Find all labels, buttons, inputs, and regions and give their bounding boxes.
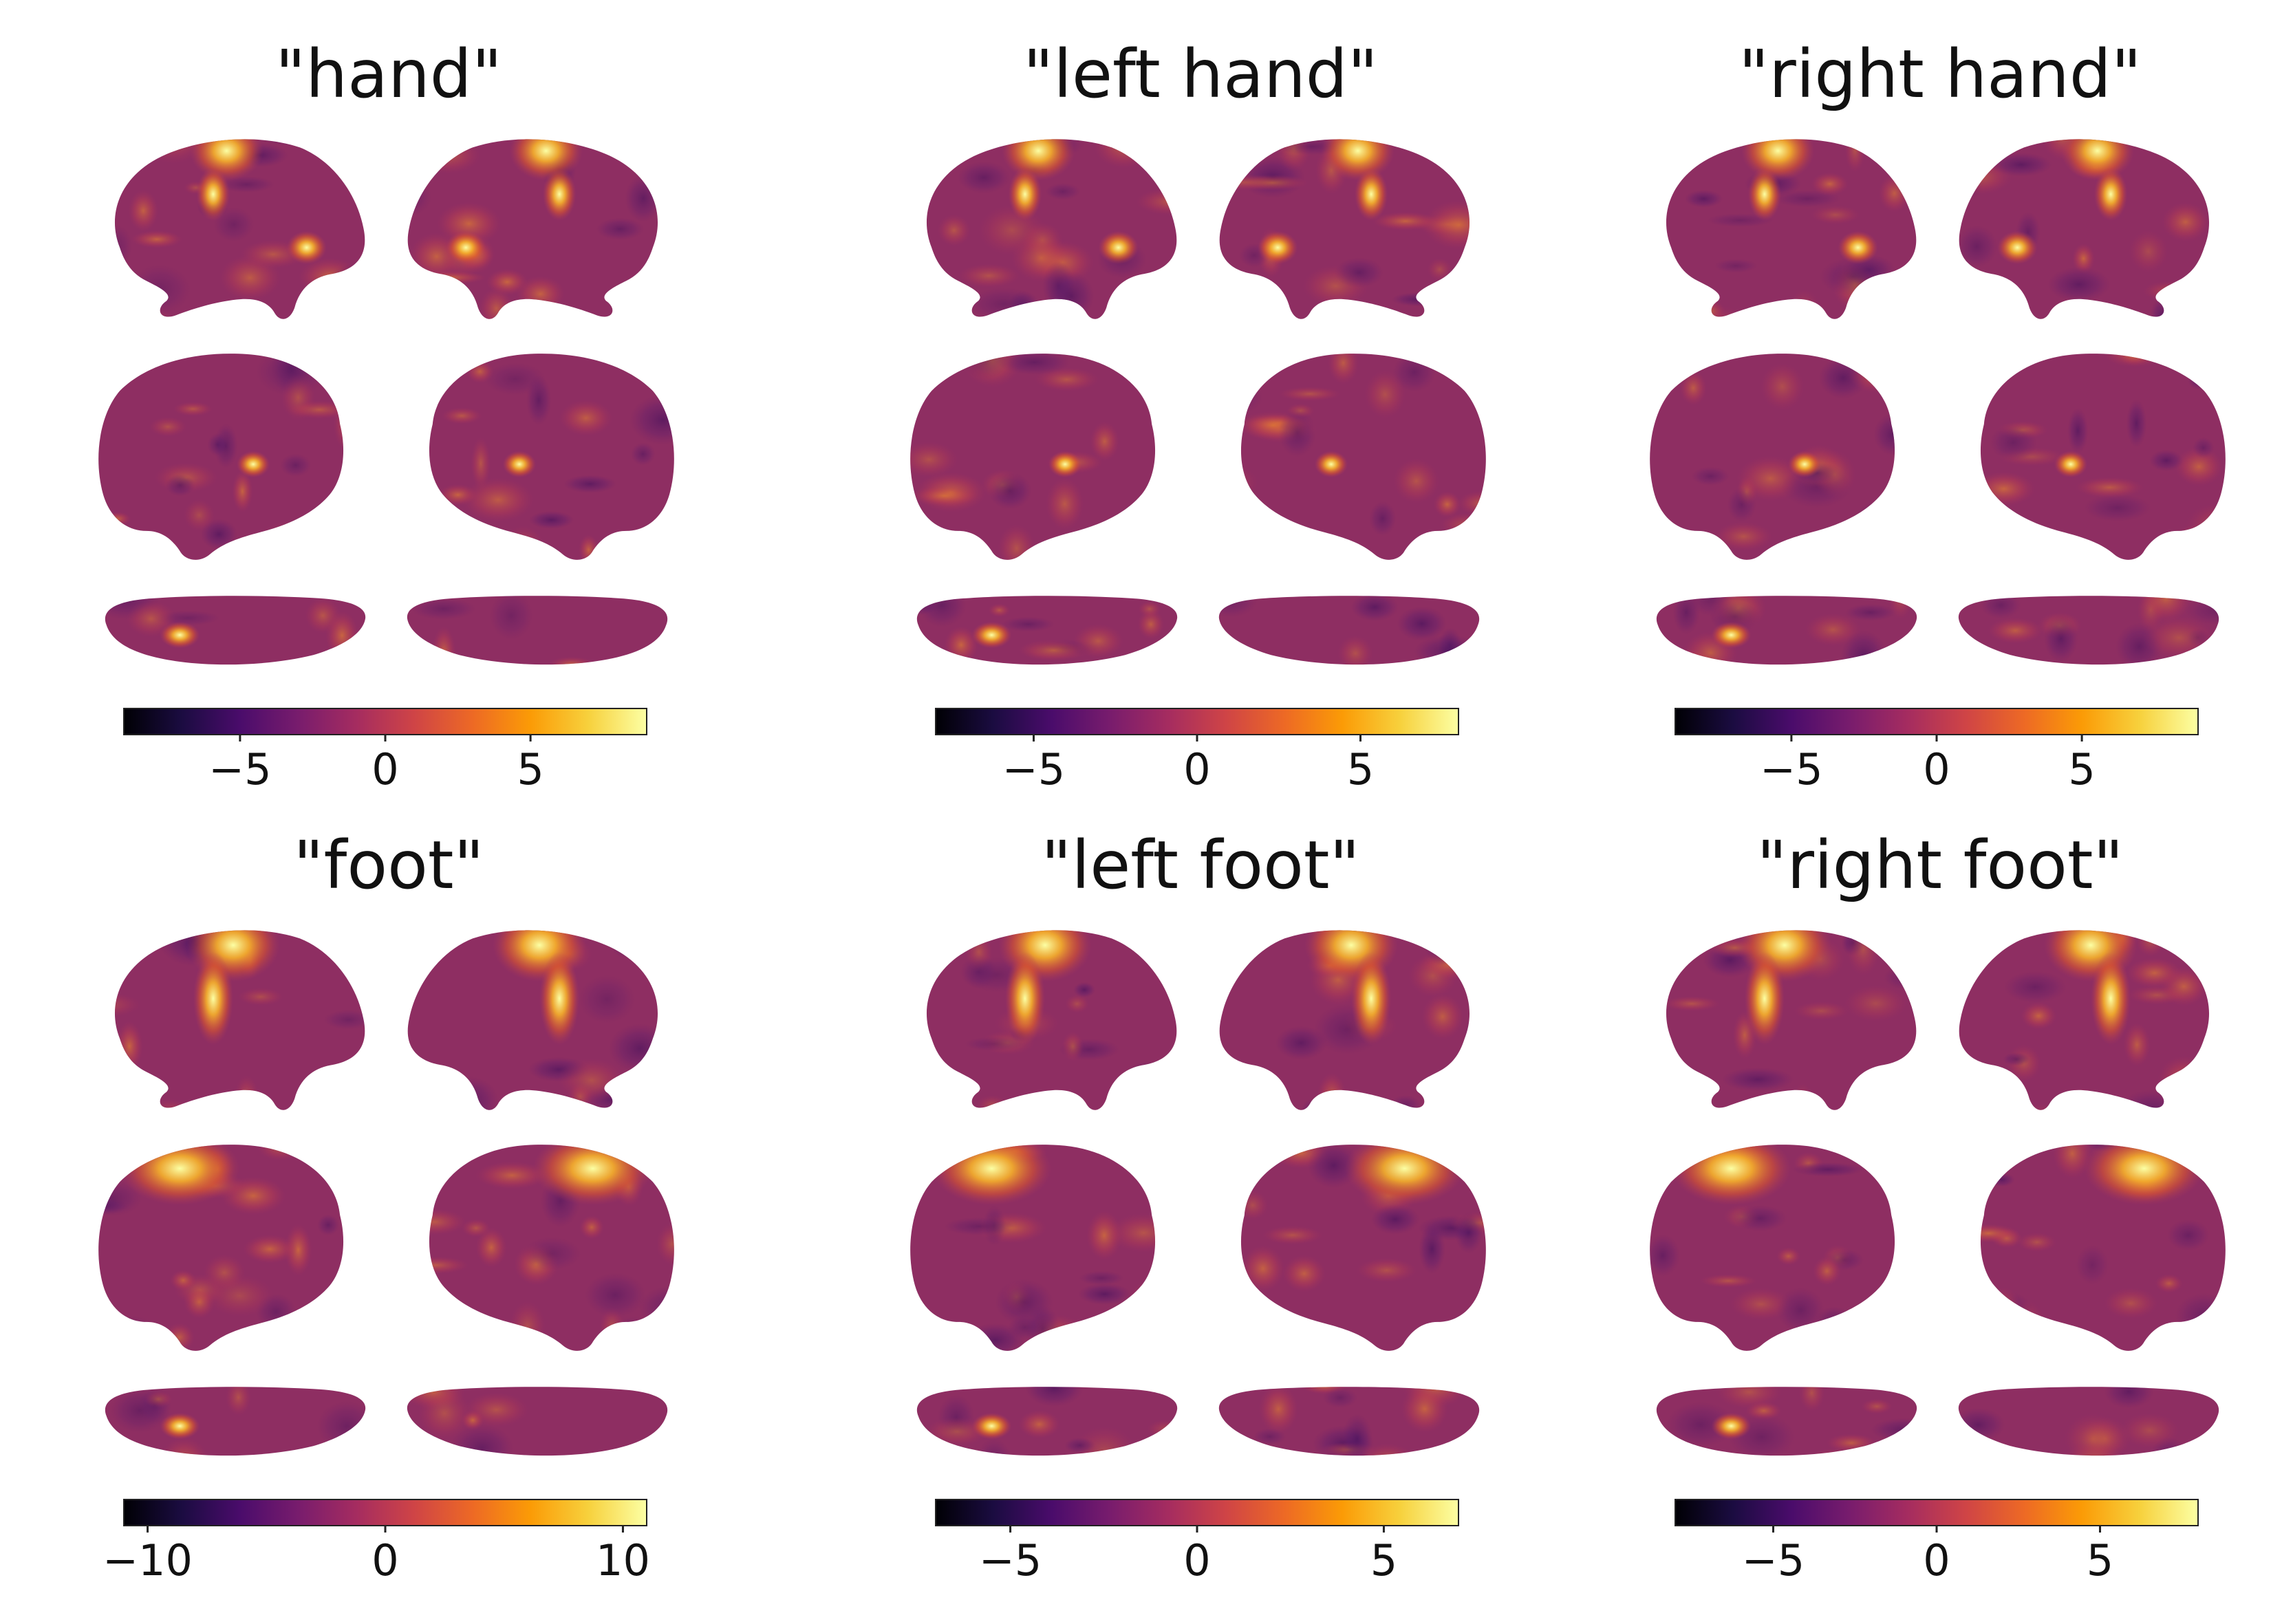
colorbar-tick-label-left-hand-1: 0 [1183,744,1211,794]
brain-ventral-right-right-hand [1958,596,2219,665]
colorbar-tick-label-right-hand-0: −5 [1760,744,1823,794]
panel-title-left-hand: "left hand" [1023,36,1378,113]
panel-right-foot [1650,930,2226,1533]
colorbar-left-hand [935,708,1459,735]
colorbar-tick-label-right-hand-1: 0 [1923,744,1950,794]
panel-right-hand [1650,139,2226,741]
brain-lateral-left-right-foot [1666,930,1917,1110]
brain-lateral-right-hand [407,139,658,319]
brain-ventral-left-foot [105,1387,366,1456]
colorbar-tick-label-right-hand-2: 5 [2068,744,2096,794]
brain-medial-left-foot [98,1145,344,1351]
brain-lateral-left-right-hand [1666,139,1917,319]
brain-lateral-left-hand [114,139,365,319]
brain-lateral-right-left-hand [1219,139,1470,319]
panel-title-left-foot: "left foot" [1041,827,1360,904]
colorbar-foot [123,1499,647,1526]
colorbar-right-foot [1675,1499,2199,1526]
brain-medial-left-right-foot [1650,1145,1895,1351]
panel-title-hand: "hand" [275,36,502,113]
colorbar-left-foot [935,1499,1459,1526]
brain-lateral-left-foot [114,930,365,1110]
brain-lateral-left-left-foot [926,930,1177,1110]
brain-ventral-right-left-hand [1218,596,1480,665]
panel-left-foot [910,930,1486,1533]
colorbar-tick-label-hand-2: 5 [517,744,544,794]
brain-ventral-right-left-foot [1218,1387,1480,1456]
brain-lateral-right-right-hand [1959,139,2210,319]
panel-left-hand [910,139,1486,741]
brain-medial-left-right-hand [1650,354,1895,560]
brain-medial-left-hand [98,354,344,560]
brain-ventral-left-left-hand [916,596,1178,665]
brain-ventral-right-right-foot [1958,1387,2219,1456]
colorbar-tick-label-foot-1: 0 [372,1535,399,1585]
colorbar-tick-label-foot-0: −10 [103,1535,193,1585]
colorbar-tick-label-foot-2: 10 [596,1535,650,1585]
panel-hand [98,139,674,741]
panel-title-right-hand: "right hand" [1738,36,2142,113]
colorbar-tick-label-right-foot-0: −5 [1741,1535,1805,1585]
colorbar-tick-label-hand-0: −5 [208,744,272,794]
colorbar-tick-label-left-foot-0: −5 [978,1535,1042,1585]
brain-medial-right-foot [429,1145,674,1351]
panel-title-right-foot: "right foot" [1756,827,2124,904]
colorbar-tick-label-left-hand-2: 5 [1346,744,1375,794]
colorbar-tick-label-left-hand-0: −5 [1002,744,1066,794]
brain-medial-right-left-foot [1240,1145,1486,1351]
colorbar-tick-label-left-foot-2: 5 [1370,1535,1398,1585]
brain-medial-left-left-hand [910,354,1156,560]
brain-lateral-right-right-foot [1959,930,2210,1110]
colorbar-tick-label-hand-1: 0 [372,744,399,794]
colorbar-tick-label-right-foot-2: 5 [2086,1535,2114,1585]
colorbar-tick-label-left-foot-1: 0 [1183,1535,1211,1585]
brain-medial-right-hand [429,354,674,560]
panel-foot [98,930,674,1533]
brain-medial-right-left-hand [1240,354,1486,560]
colorbar-hand [123,708,647,735]
brain-medial-left-left-foot [910,1145,1156,1351]
brain-lateral-right-left-foot [1219,930,1470,1110]
brain-ventral-right-hand [407,596,668,665]
panel-title-foot: "foot" [293,827,484,904]
brain-lateral-right-foot [407,930,658,1110]
brain-lateral-left-left-hand [926,139,1177,319]
brain-ventral-right-foot [407,1387,668,1456]
brain-medial-right-right-foot [1980,1145,2226,1351]
brain-medial-right-right-hand [1980,354,2226,560]
colorbar-right-hand [1675,708,2199,735]
colorbar-tick-label-right-foot-1: 0 [1923,1535,1950,1585]
